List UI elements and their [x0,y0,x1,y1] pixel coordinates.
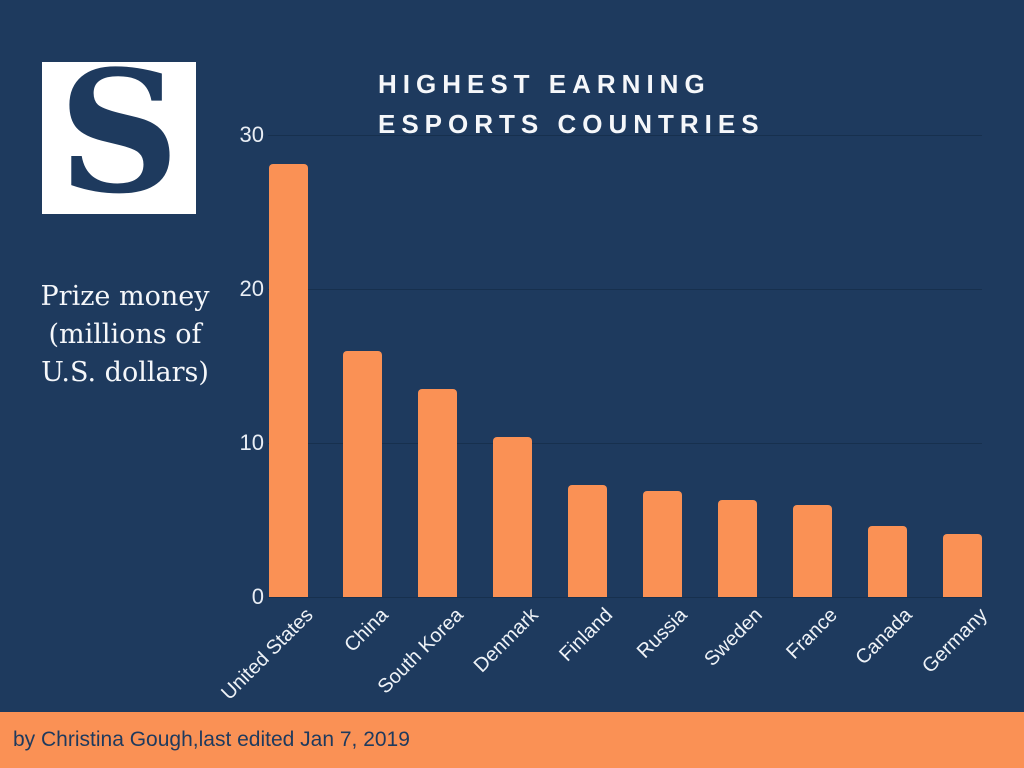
x-label-canada: Canada [851,604,917,670]
bar-united-states [268,164,308,597]
bar-south-korea [418,389,458,597]
y-axis-unit-label-line3: U.S. dollars) [41,357,209,388]
bar-denmark [493,436,533,597]
bar-sweden [717,499,757,597]
y-tick-label-30: 30 [239,122,264,147]
statista-logo: S [42,48,196,216]
x-label-france: France [782,604,842,664]
gridline-y-10 [268,443,982,444]
footer-bar: by Christina Gough,last edited Jan 7, 20… [0,712,1024,768]
chart-title-line2: ESPORTS COUNTRIES [378,109,765,139]
gridline-y-20 [268,289,982,290]
bar-france [792,504,832,597]
gridline-y-30 [268,135,982,136]
chart-title-line1: HIGHEST EARNING [378,69,711,99]
x-label-sweden: Sweden [700,604,767,671]
x-label-germany: Germany [917,604,992,678]
statista-logo-letter: S [58,33,180,231]
chart-title: HIGHEST EARNING ESPORTS COUNTRIES [378,64,765,144]
y-tick-label-20: 20 [239,276,264,301]
y-axis-unit-label-line1: Prize money [40,281,210,312]
bar-china [343,350,383,597]
bar-russia [642,490,682,597]
x-label-united-states: United States [217,604,318,705]
bar-germany [942,533,982,597]
x-label-russia: Russia [633,604,693,663]
bar-canada [867,526,907,597]
bar-finland [568,484,608,597]
x-label-china: China [339,604,393,657]
x-label-denmark: Denmark [469,604,543,677]
gridline-y-0 [268,597,982,598]
y-tick-label-10: 10 [239,430,264,455]
footer-credit-text: by Christina Gough,last edited Jan 7, 20… [13,728,410,751]
x-label-finland: Finland [555,604,618,666]
y-tick-label-0: 0 [251,584,264,609]
y-axis-unit-label-line2: (millions of [48,319,202,350]
y-axis-unit-label: Prize money (millions of U.S. dollars) [26,278,224,392]
